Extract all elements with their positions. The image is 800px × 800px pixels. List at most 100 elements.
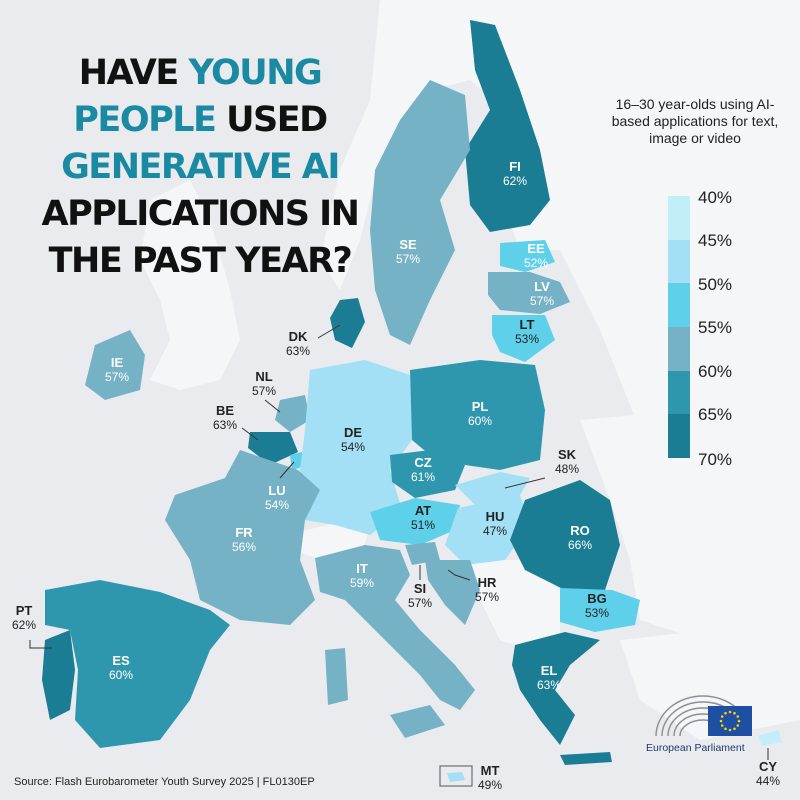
legend-tick-4: 60%: [698, 362, 733, 381]
label-ee: EE 52%: [523, 241, 549, 271]
country-shape-dk: [330, 298, 365, 348]
label-ie: IE 57%: [104, 355, 130, 385]
eu-stars: [719, 710, 741, 732]
country-shape-hu: [445, 495, 530, 565]
country-shape-lv: [488, 272, 570, 314]
legend-color-bar: [668, 196, 690, 458]
title-part-1: HAVE: [78, 53, 189, 93]
label-pl: PL 60%: [467, 399, 493, 429]
country-shape-es: [45, 580, 230, 748]
leader-line-nl: [264, 399, 281, 413]
leader-line-pt: [29, 640, 52, 649]
legend-swatch-3: [668, 326, 690, 371]
legend-swatch-0: [668, 196, 690, 240]
country-shape-bg: [560, 588, 640, 632]
land-uk: [140, 180, 240, 390]
european-parliament-logo-icon: [655, 695, 752, 737]
legend-swatch-4: [668, 370, 690, 415]
legend: 40% 45% 50% 55% 60% 65% 70%: [668, 188, 788, 469]
country-shape-fr: [165, 450, 320, 625]
country-shape-it-sicily: [390, 705, 445, 738]
label-es: ES 60%: [108, 653, 134, 683]
label-lt: LT 53%: [514, 317, 540, 347]
eu-star-1: [736, 724, 740, 727]
eu-star-2: [733, 727, 736, 731]
country-shape-cy: [758, 730, 782, 746]
label-hr: HR 57%: [474, 575, 500, 605]
legend-tick-1: 45%: [698, 231, 733, 250]
eu-star-10: [733, 711, 736, 715]
country-shape-de: [300, 360, 412, 535]
country-shape-lt: [492, 315, 555, 362]
legend-tick-5: 65%: [698, 405, 733, 424]
label-at: AT 51%: [410, 503, 436, 533]
label-nl: NL 57%: [251, 369, 277, 399]
label-bg: BG 53%: [584, 591, 610, 621]
leader-line-dk: [317, 324, 341, 339]
country-shape-sk: [455, 472, 530, 505]
label-be: BE 63%: [212, 403, 238, 433]
source-note: Source: Flash Eurobarometer Youth Survey…: [14, 776, 315, 788]
title-part-3: USED: [215, 100, 328, 140]
logo-text: European Parliament: [646, 742, 745, 754]
label-lv: LV 57%: [529, 279, 555, 309]
country-shape-se: [370, 80, 470, 345]
eu-star-7: [720, 715, 724, 718]
eu-star-0: [737, 719, 741, 723]
label-el: EL 63%: [536, 663, 562, 693]
leader-line-be: [241, 427, 259, 441]
country-shape-pl: [410, 360, 545, 470]
eu-star-3: [728, 728, 732, 732]
label-ro: RO 66%: [567, 523, 593, 553]
label-cy: CY 44%: [755, 759, 781, 789]
legend-tick-6: 70%: [698, 450, 733, 469]
mt-box: [439, 765, 473, 787]
country-shape-el-crete: [560, 752, 612, 765]
country-shape-mt: [447, 772, 465, 782]
label-dk: DK 63%: [285, 329, 311, 359]
leader-line-hr: [447, 569, 471, 581]
eu-star-8: [724, 711, 727, 715]
title-part-4: GENERATIVE AI: [61, 147, 340, 187]
legend-swatch-1: [668, 239, 690, 284]
country-shape-hr: [425, 560, 480, 625]
label-de: DE 54%: [340, 425, 366, 455]
label-se: SE 57%: [395, 237, 421, 267]
legend-tick-2: 50%: [698, 275, 733, 294]
eu-star-11: [736, 715, 740, 718]
legend-title: 16–30 year-olds using AI-based applicati…: [611, 96, 779, 146]
eu-star-6: [719, 719, 723, 723]
country-shape-fi: [465, 20, 550, 232]
label-hu: HU 47%: [482, 509, 508, 539]
label-fi: FI 62%: [502, 159, 528, 189]
land-non-eu-east: [580, 400, 800, 660]
country-shape-it-sardinia: [325, 648, 348, 705]
eu-star-9: [728, 710, 732, 714]
country-shape-pt: [42, 630, 75, 720]
eu-star-4: [724, 727, 727, 731]
label-mt: MT 49%: [477, 763, 503, 793]
label-it: IT 59%: [349, 561, 375, 591]
country-shape-at: [370, 498, 460, 545]
eu-star-5: [720, 724, 724, 727]
label-lu: LU 54%: [264, 483, 290, 513]
country-shape-cz: [390, 450, 465, 498]
label-cz: CZ 61%: [410, 455, 436, 485]
title-part-5: APPLICATIONS IN THE PAST YEAR?: [41, 194, 360, 281]
legend-tick-3: 55%: [698, 318, 733, 337]
page-title: HAVE YOUNG PEOPLE USED GENERATIVE AI APP…: [40, 50, 360, 285]
leader-line-sk: [504, 477, 546, 489]
country-shape-ro: [510, 480, 620, 590]
land-balkans: [470, 560, 560, 650]
legend-swatch-2: [668, 283, 690, 327]
title-part-2: YOUNG PEOPLE: [73, 53, 322, 140]
label-sk: SK 48%: [554, 447, 580, 477]
country-shape-it: [315, 545, 475, 710]
leader-line-lu: [279, 461, 295, 479]
label-si: SI 57%: [407, 581, 433, 611]
legend-swatch-5: [668, 414, 690, 458]
land-turkey: [620, 620, 800, 740]
label-pt: PT 62%: [11, 603, 37, 633]
country-shape-el: [512, 632, 600, 745]
